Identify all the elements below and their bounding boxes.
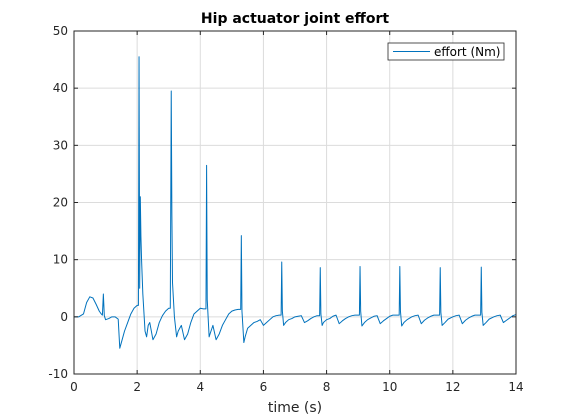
legend: effort (Nm) bbox=[387, 42, 505, 61]
x-tick-label: 12 bbox=[445, 380, 460, 394]
y-tick-label: 40 bbox=[53, 81, 68, 95]
series-line-effort bbox=[74, 56, 517, 349]
y-tick-label: 10 bbox=[53, 253, 68, 267]
chart-title: Hip actuator joint effort bbox=[201, 11, 389, 27]
x-tick-label: 6 bbox=[260, 380, 268, 394]
y-tick-label: 50 bbox=[53, 24, 68, 38]
x-tick-label: 8 bbox=[323, 380, 331, 394]
x-tick-label: 0 bbox=[70, 380, 78, 394]
y-tick-label: 20 bbox=[53, 196, 68, 210]
y-tick-label: 30 bbox=[53, 138, 68, 152]
x-tick-label: 14 bbox=[508, 380, 523, 394]
legend-label-effort: effort (Nm) bbox=[434, 45, 500, 59]
legend-box bbox=[387, 42, 505, 61]
x-tick-label: 10 bbox=[382, 380, 397, 394]
x-axis-ticks: 0 2 4 6 8 10 12 14 bbox=[70, 31, 524, 394]
y-tick-label: -10 bbox=[48, 367, 68, 381]
y-axis-ticks: -10 0 10 20 30 40 50 bbox=[48, 24, 516, 381]
x-tick-label: 2 bbox=[133, 380, 141, 394]
x-axis-label: time (s) bbox=[268, 400, 322, 416]
x-tick-label: 4 bbox=[196, 380, 204, 394]
y-tick-label: 0 bbox=[60, 310, 68, 324]
